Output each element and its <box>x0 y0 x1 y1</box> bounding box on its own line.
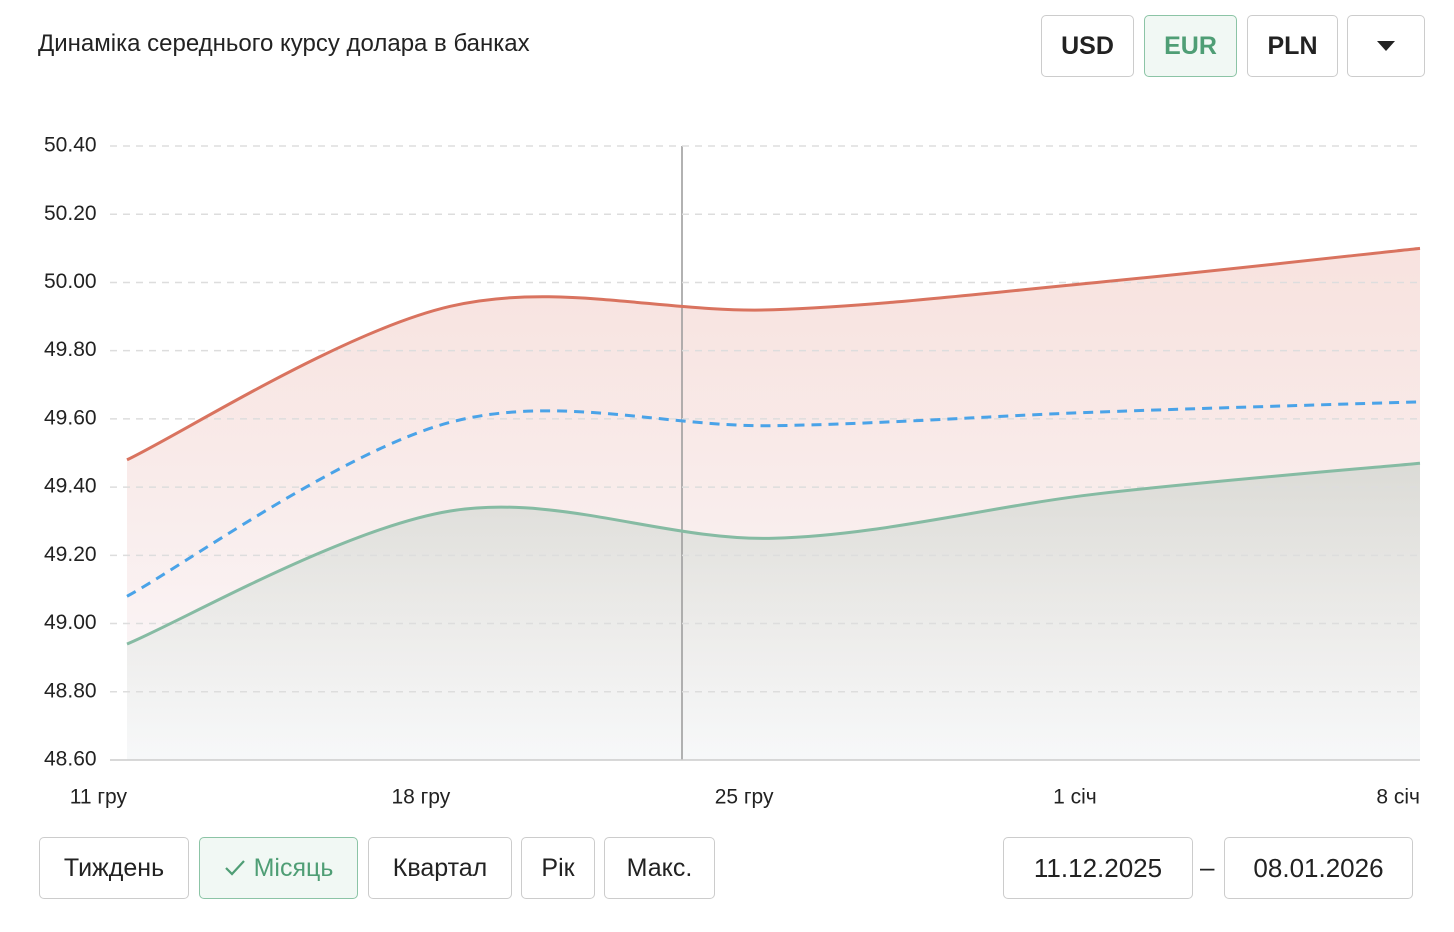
period-button[interactable]: Квартал <box>368 837 512 899</box>
currency-button[interactable]: PLN <box>1247 15 1338 77</box>
title: Динаміка середнього курсу долара в банка… <box>38 30 530 57</box>
period-button[interactable]: Місяць <box>199 837 358 899</box>
check-icon <box>224 860 245 876</box>
x-tick-label: 25 гру <box>715 786 774 809</box>
y-tick-label: 50.40 <box>44 134 97 157</box>
line <box>126 400 1421 598</box>
period-button[interactable]: Рік <box>521 837 595 899</box>
date-separator: – <box>1200 852 1215 882</box>
period-button[interactable]: Тиждень <box>39 837 189 899</box>
area <box>127 463 1420 760</box>
y-tick-label: 48.60 <box>44 748 97 771</box>
y-tick-label: 50.00 <box>44 270 97 293</box>
currency-button-label: PLN <box>1267 31 1318 60</box>
date-to[interactable]: 08.01.2026 <box>1224 837 1413 899</box>
currency-button[interactable]: USD <box>1041 15 1134 77</box>
period-button-label: Макс. <box>626 853 693 882</box>
y-tick-label: 49.40 <box>44 475 97 498</box>
x-tick-label: 11 гру <box>70 786 128 809</box>
dropdown-arrow <box>1377 41 1395 51</box>
period-button-label: Рік <box>541 853 575 882</box>
x-tick-label: 1 січ <box>1053 786 1097 809</box>
line <box>126 461 1421 646</box>
y-tick-label: 49.80 <box>44 338 97 361</box>
currency-button[interactable]: EUR <box>1144 15 1237 77</box>
period-button-label: Місяць <box>253 853 334 882</box>
period-button[interactable]: Макс. <box>604 837 715 899</box>
currency-button-label: USD <box>1061 31 1114 60</box>
y-tick-label: 49.00 <box>44 611 97 634</box>
currency-dropdown[interactable] <box>1347 15 1425 77</box>
y-tick-label: 48.80 <box>44 679 97 702</box>
date-from[interactable]: 11.12.2025 <box>1003 837 1193 899</box>
y-tick-label: 49.60 <box>44 406 97 429</box>
y-tick-label: 49.20 <box>44 543 97 566</box>
period-button-label: Тиждень <box>63 853 165 882</box>
y-tick-label: 50.20 <box>44 202 97 225</box>
x-tick-label: 18 гру <box>391 786 450 809</box>
x-tick-label: 8 січ <box>1376 786 1420 809</box>
currency-button-label: EUR <box>1164 31 1217 60</box>
line <box>126 246 1421 462</box>
period-button-label: Квартал <box>392 853 488 882</box>
